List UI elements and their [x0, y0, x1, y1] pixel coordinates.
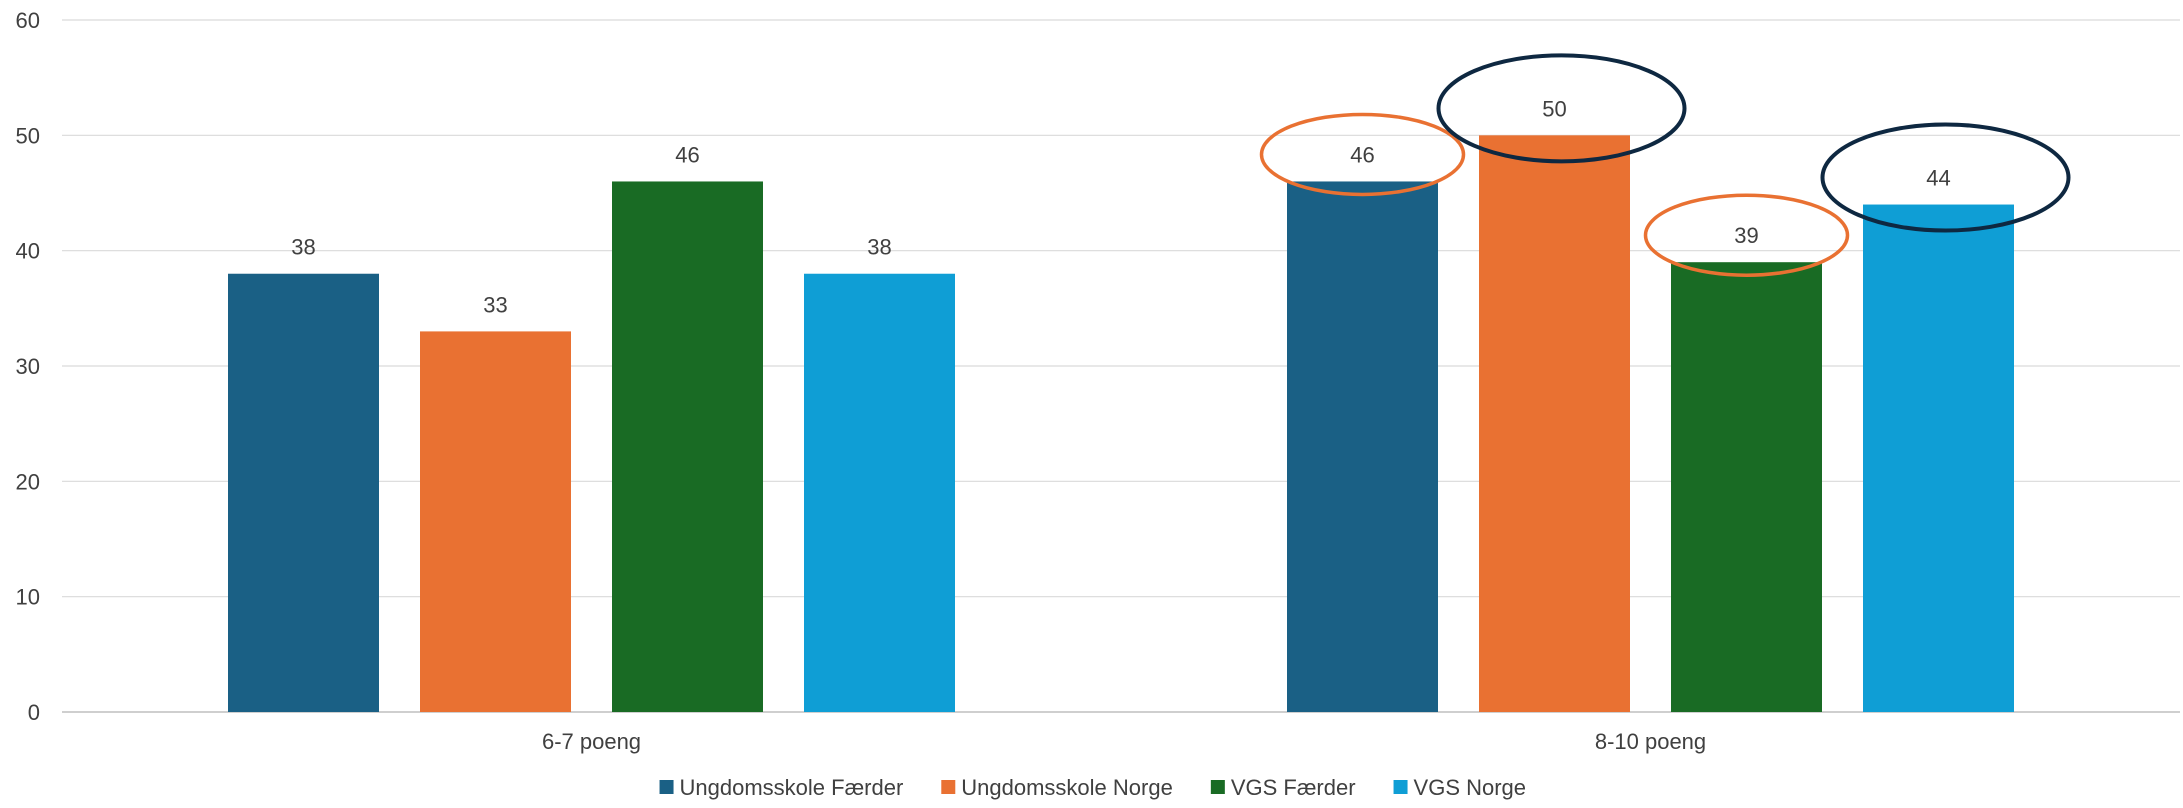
- y-tick-label: 0: [28, 700, 40, 725]
- annotation-ellipses: [1259, 53, 2071, 277]
- annotation-ellipse: [1259, 112, 1466, 197]
- annotation-ellipse: [1820, 122, 2071, 233]
- bar: [228, 273, 379, 712]
- annotation-ellipse: [1643, 193, 1850, 277]
- y-tick-label: 30: [16, 354, 40, 379]
- y-tick-label: 50: [16, 123, 40, 148]
- y-axis-tick-labels: 0 10 20 30 40 50 60: [16, 8, 40, 725]
- bar: [804, 273, 955, 712]
- data-label: 38: [867, 235, 891, 260]
- x-axis-category-labels: 6-7 poeng 8-10 poeng: [542, 729, 1706, 754]
- bars: [228, 135, 2014, 713]
- data-label: 46: [675, 142, 699, 167]
- data-label: 46: [1350, 142, 1374, 167]
- data-label: 50: [1542, 96, 1566, 121]
- bar: [1863, 204, 2014, 713]
- y-tick-label: 60: [16, 8, 40, 33]
- data-label: 44: [1926, 166, 1950, 191]
- legend-swatch: [1393, 780, 1408, 794]
- legend: Ungdomsskole Færder Ungdomsskole Norge VGS…: [659, 775, 1527, 800]
- data-label: 39: [1734, 223, 1758, 248]
- data-label: 33: [483, 292, 507, 317]
- y-tick-label: 10: [16, 585, 40, 610]
- legend-swatch: [659, 780, 674, 794]
- legend-label: Ungdomsskole Færder: [680, 775, 904, 800]
- x-category-label: 6-7 poeng: [542, 729, 641, 754]
- bar: [612, 181, 763, 712]
- annotation-ellipse: [1436, 53, 1687, 164]
- bar: [1671, 262, 1822, 712]
- y-tick-label: 20: [16, 469, 40, 494]
- legend-swatch: [1210, 780, 1225, 794]
- x-category-label: 8-10 poeng: [1595, 729, 1706, 754]
- bar: [1287, 181, 1438, 712]
- gridlines: [62, 19, 2180, 713]
- legend-swatch: [941, 780, 956, 794]
- legend-label: VGS Norge: [1414, 775, 1527, 800]
- legend-label: VGS Færder: [1231, 775, 1356, 800]
- data-labels: 38 33 46 38 46 50 39 44: [291, 96, 1950, 317]
- data-label: 38: [291, 235, 315, 260]
- bar: [420, 331, 571, 712]
- y-tick-label: 40: [16, 239, 40, 264]
- legend-label: Ungdomsskole Norge: [961, 775, 1173, 800]
- bar: [1479, 135, 1630, 713]
